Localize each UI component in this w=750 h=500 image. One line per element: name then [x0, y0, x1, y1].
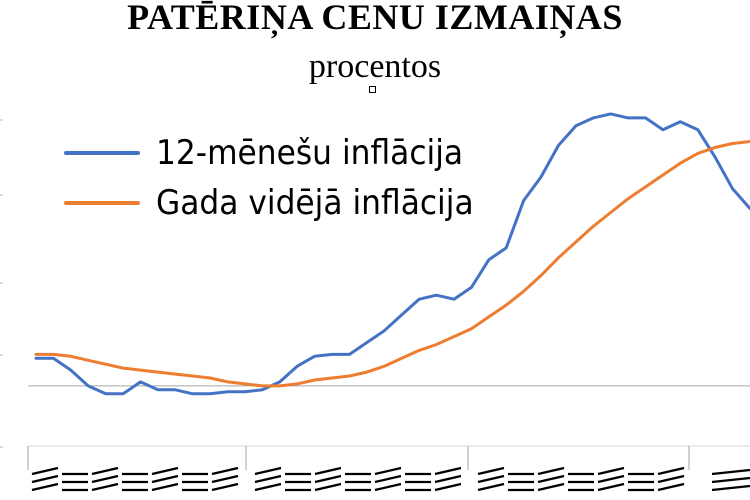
chart-legend: 12-mēnešu inflācija Gada vidējā inflācij… [64, 128, 501, 228]
x-tick-label-scribble [314, 474, 342, 484]
legend-label-12-month: 12-mēnešu inflācija [156, 133, 464, 173]
x-tick-label-scribble [31, 466, 59, 476]
legend-label-annual-average: Gada vidējā inflācija [156, 183, 474, 223]
x-tick-label-scribble [31, 474, 59, 484]
x-tick-label-scribble [477, 482, 505, 492]
x-tick-label-scribble [477, 474, 505, 484]
x-tick-label-scribble [314, 482, 342, 492]
x-tick-label-scribble [477, 466, 505, 476]
x-tick-label-scribble [31, 482, 59, 492]
x-tick-label-scribble [657, 466, 685, 476]
chart-title: PATĒRIŅA CENU IZMAIŅAS [127, 0, 623, 37]
x-tick-label-scribble [597, 466, 625, 476]
x-tick-label-scribble [374, 474, 402, 484]
x-tick-label-scribble [537, 482, 565, 492]
legend-item-annual-average: Gada vidējā inflācija [64, 178, 501, 228]
x-tick-label-scribble [211, 466, 239, 476]
x-tick-label-scribble [211, 474, 239, 484]
x-tick-label-scribble [434, 466, 462, 476]
legend-item-12-month: 12-mēnešu inflācija [64, 128, 501, 178]
x-tick-label-scribble [374, 482, 402, 492]
x-tick-label-scribble [374, 466, 402, 476]
x-tick-label-scribble [91, 482, 119, 492]
x-tick-label-scribble [254, 466, 282, 476]
x-tick-label-scribble [151, 482, 179, 492]
x-tick-label-scribble [711, 468, 750, 476]
x-tick-label-scribble [91, 474, 119, 484]
x-tick-label-scribble [151, 474, 179, 484]
x-tick-label-scribble [711, 484, 750, 492]
x-tick-label-scribble [657, 474, 685, 484]
x-tick-label-scribble [434, 474, 462, 484]
selection-marker [369, 86, 376, 93]
legend-swatch-12-month [64, 151, 140, 155]
legend-swatch-annual-average [64, 201, 140, 205]
x-tick-label-scribble [314, 466, 342, 476]
x-tick-label-scribble [254, 474, 282, 484]
x-tick-label-scribble [211, 482, 239, 492]
x-tick-label-scribble [537, 466, 565, 476]
chart-subtitle: procentos [308, 48, 442, 85]
x-tick-label-scribble [597, 474, 625, 484]
x-tick-label-scribble [91, 466, 119, 476]
series-line-0 [34, 112, 750, 396]
x-tick-label-scribble [537, 474, 565, 484]
x-tick-label-scribble [434, 482, 462, 492]
x-tick-label-scribble [657, 482, 685, 492]
x-tick-label-scribble [711, 476, 750, 484]
x-tick-label-scribble [597, 482, 625, 492]
x-tick-label-scribble [151, 466, 179, 476]
x-tick-label-scribble [254, 482, 282, 492]
series-line-1 [34, 140, 750, 388]
